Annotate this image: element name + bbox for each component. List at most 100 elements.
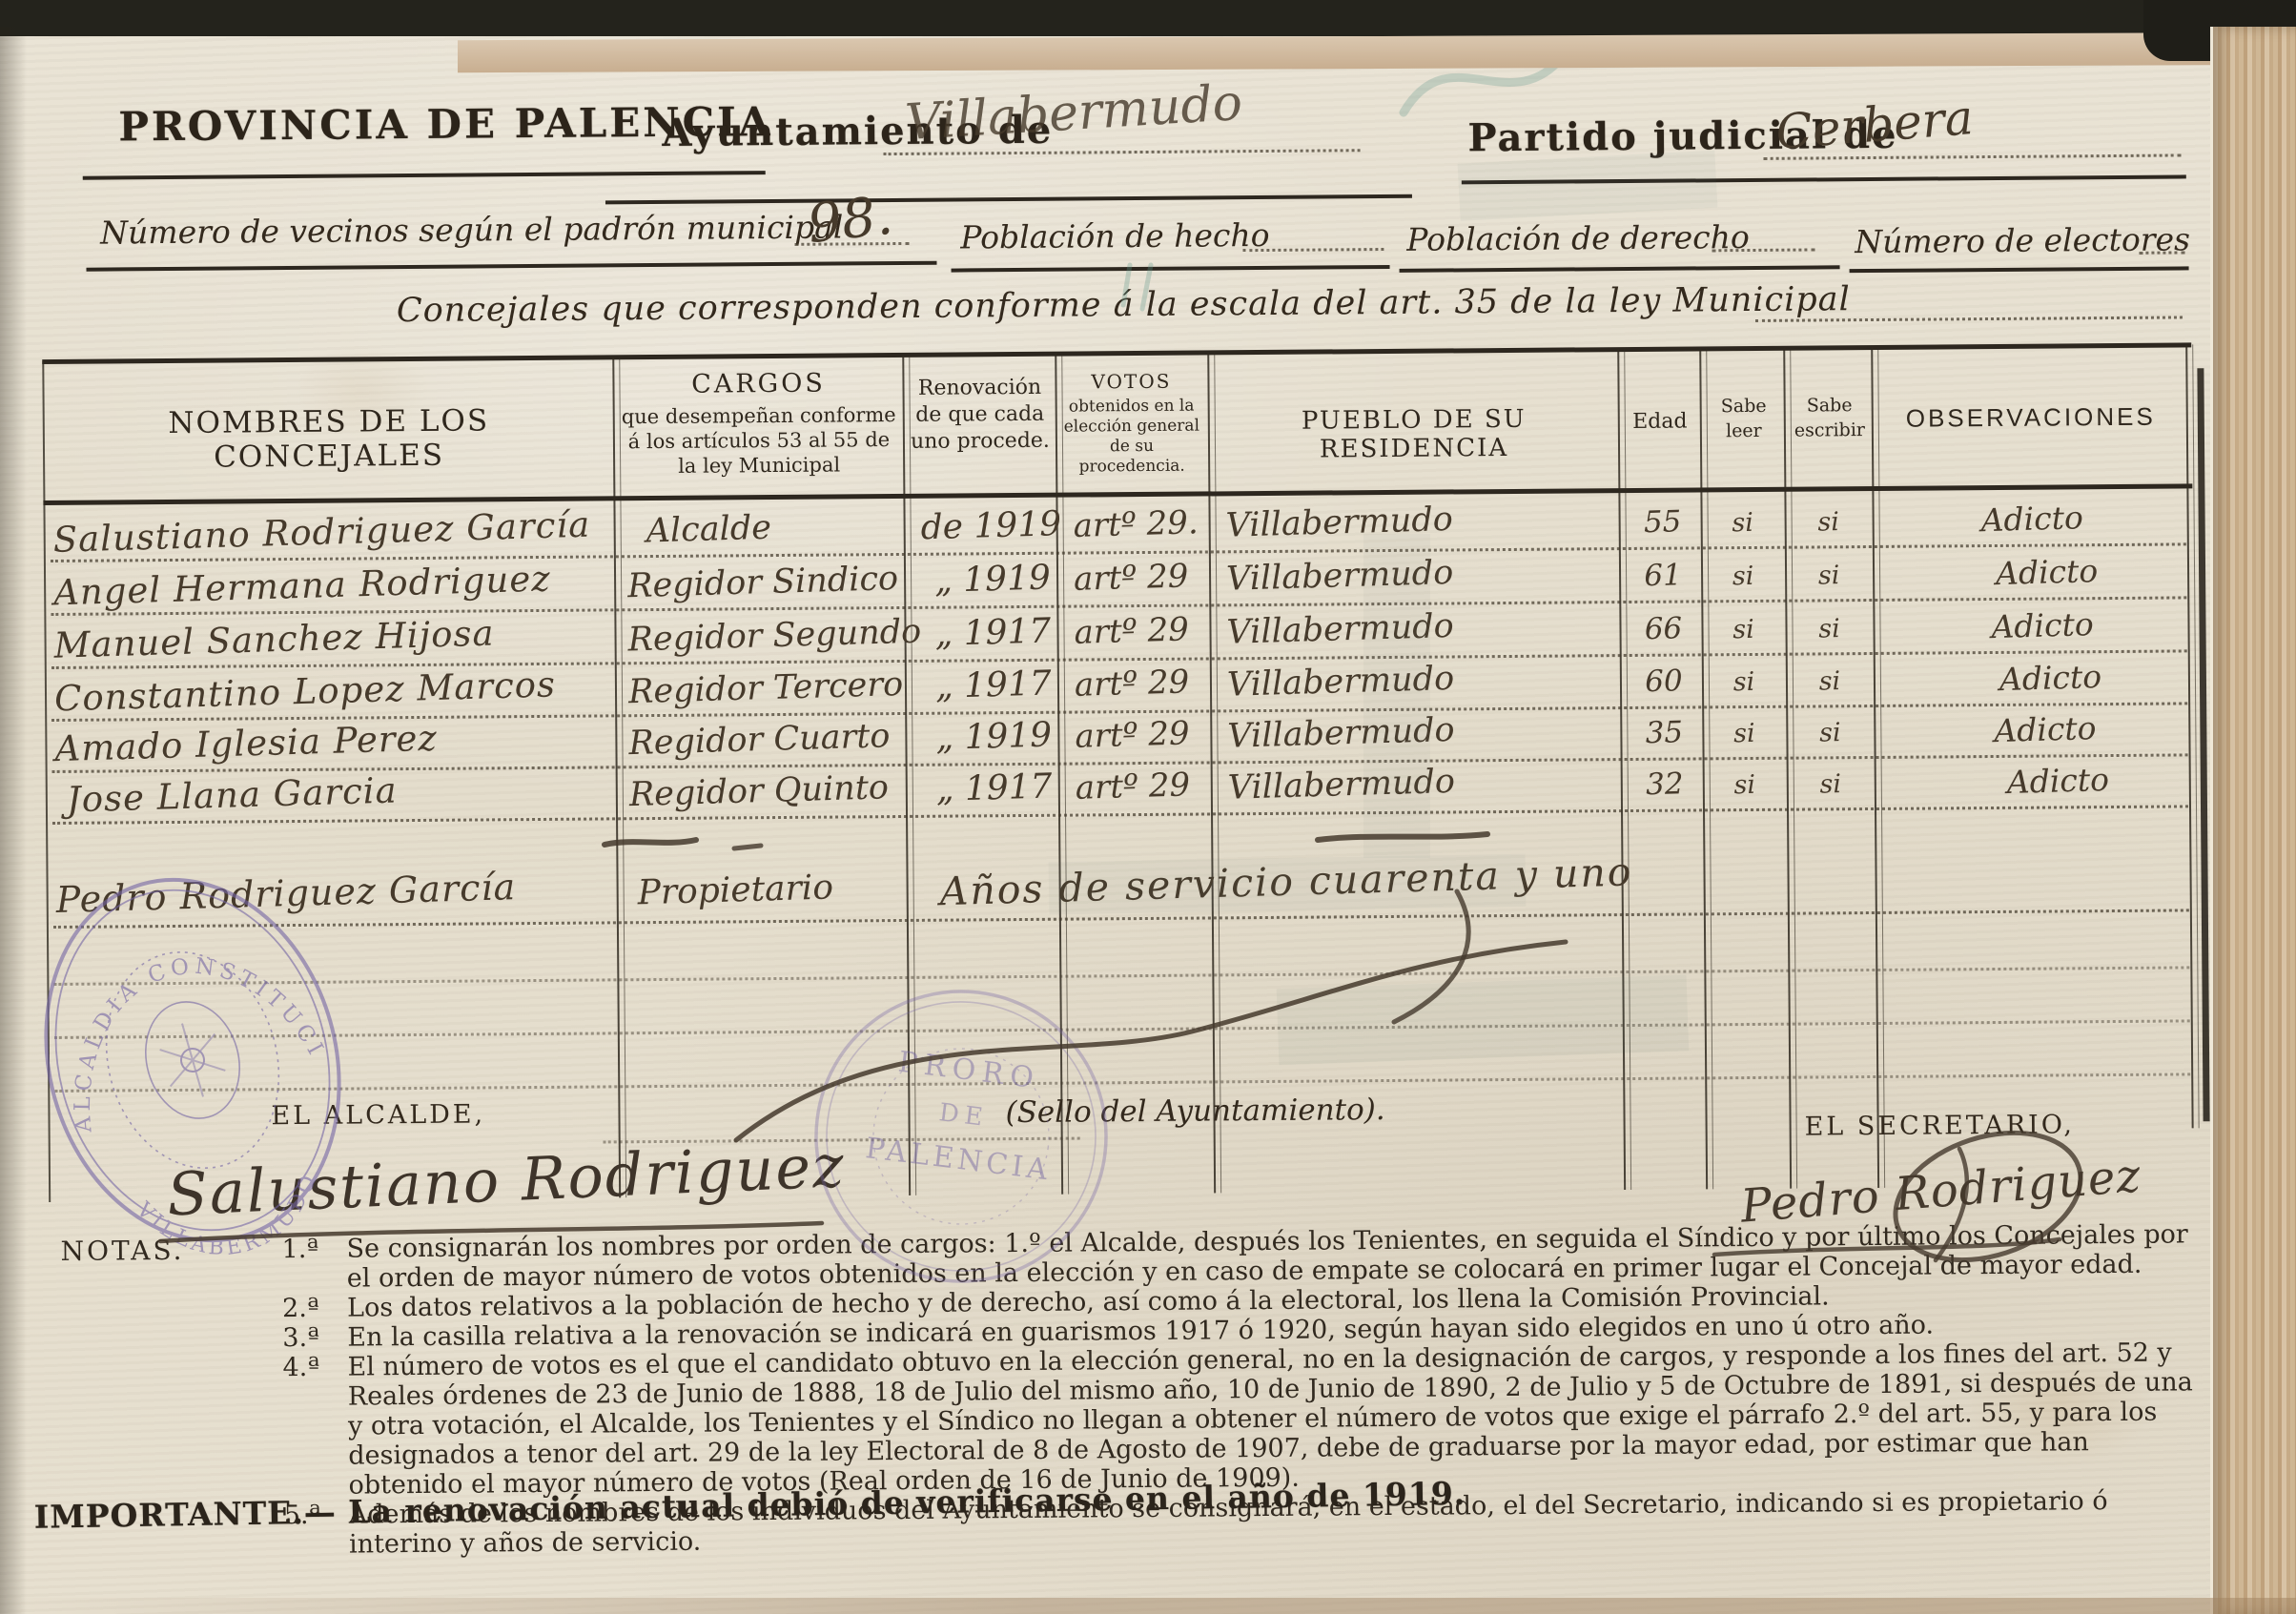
col-header-edad: Edad: [1632, 409, 1688, 434]
row-votos: artº 29: [1073, 610, 1190, 652]
row-edad: 55: [1643, 504, 1682, 541]
row-votos: artº 29: [1073, 557, 1189, 599]
row-votos: artº 29.: [1073, 503, 1199, 545]
row-renovacion: „ 1919: [933, 558, 1052, 601]
row-sabe-leer: si: [1732, 614, 1755, 645]
row-cargo: Regidor Segundo: [627, 612, 922, 660]
row-name: Salustiano Rodriguez García: [52, 503, 591, 561]
importante-label: IMPORTANTE.: [33, 1494, 305, 1536]
note-item: 4.ª El número de votos es el que el cand…: [61, 1338, 2207, 1502]
row-sabe-leer: si: [1731, 507, 1754, 539]
secretary-cargo: Propietario: [637, 868, 834, 913]
derecho-rule: [1399, 265, 1840, 273]
row-cargo: Regidor Quinto: [628, 768, 890, 815]
row-sabe-escribir: si: [1818, 718, 1842, 748]
row-pueblo: Villabermudo: [1227, 762, 1456, 807]
ayuntamiento-value-handwritten: Villabermudo: [903, 73, 1244, 153]
row-cargo: Regidor Cuarto: [627, 717, 891, 764]
row-name: Amado Iglesia Perez: [53, 717, 439, 770]
row-sabe-leer: si: [1733, 769, 1756, 801]
book-binding-top: [0, 0, 2296, 36]
row-sabe-escribir: si: [1817, 614, 1841, 644]
col-header-cargos-sub: que desempeñan conforme á los artículos …: [621, 403, 896, 478]
row-pueblo: Villabermudo: [1226, 710, 1456, 756]
row-edad: 32: [1645, 766, 1685, 803]
row-votos: artº 29: [1074, 663, 1190, 705]
electores-dotted-fill: [2139, 251, 2185, 255]
note-number: 2.ª: [281, 1293, 319, 1324]
poblacion-hecho-label: Población de hecho: [960, 215, 1270, 256]
row-cargo: Alcalde: [646, 508, 772, 551]
row-cargo: Regidor Sindico: [626, 560, 899, 606]
notes-label: NOTAS.: [60, 1234, 185, 1267]
empty-dotted-rule: [53, 966, 2190, 986]
subtitle-line: Concejales que corresponden conforme á l…: [396, 280, 1851, 331]
row-renovacion: „ 1917: [934, 664, 1053, 706]
row-name: Angel Hermana Rodriguez: [52, 558, 552, 614]
table-top-border: [42, 342, 2192, 365]
col-header-pueblo: PUEBLO DE SU RESIDENCIA: [1301, 404, 1527, 464]
note-text: El número de votos es el que el candidat…: [347, 1338, 2193, 1501]
electores-label: Número de electores: [1855, 220, 2191, 261]
row-observaciones: Adicto: [1990, 605, 2095, 646]
row-sabe-leer: si: [1732, 561, 1754, 592]
row-observaciones: Adicto: [1993, 709, 2098, 750]
table-vertical-rule: [1207, 352, 1222, 1194]
table-vertical-rule: [1783, 347, 1798, 1189]
gutter-shadow: [0, 27, 27, 1614]
vecinos-label: Número de vecinos según el padrón munici…: [100, 208, 844, 252]
row-observaciones: Adicto: [1995, 552, 2099, 593]
row-name: Manuel Sanchez Hijosa: [53, 612, 496, 666]
row-sabe-leer: si: [1732, 666, 1755, 698]
row-votos: artº 29: [1074, 714, 1191, 756]
table-header-bottom-rule: [43, 483, 2193, 506]
row-edad: 66: [1644, 611, 1683, 647]
row-observaciones: Adicto: [1980, 499, 2084, 540]
col-header-sabe-leer: Sabe leer: [1720, 395, 1767, 442]
table-vertical-rule: [1871, 346, 1886, 1188]
col-header-renovacion: Renovación de que cada uno procede.: [910, 375, 1050, 454]
seal-caption: (Sello del Ayuntamiento).: [1005, 1093, 1385, 1131]
hecho-dotted-fill: [1242, 248, 1384, 253]
page-edge-bottom: [0, 1598, 2296, 1614]
col-header-votos-sub: obtenidos en la elección general de su p…: [1063, 396, 1200, 477]
alcalde-signature: Salustiano Rodriguez: [165, 1131, 848, 1230]
row-edad: 60: [1644, 664, 1684, 700]
col-header-observaciones: OBSERVACIONES: [1905, 401, 2156, 433]
table-right-heavy-edge: [2197, 368, 2210, 1122]
derecho-dotted-fill: [1712, 248, 1815, 253]
vecinos-value-handwritten: 98.: [804, 184, 896, 256]
row-renovacion: „ 1919: [934, 715, 1053, 758]
row-sabe-escribir: si: [1819, 769, 1842, 800]
row-name: Jose Llana Garcia: [66, 769, 399, 821]
empty-dotted-rule: [53, 1019, 2190, 1039]
row-pueblo: Villabermudo: [1225, 606, 1455, 652]
row-renovacion: „ 1917: [933, 611, 1052, 654]
row-edad: 61: [1643, 558, 1683, 594]
row-pueblo: Villabermudo: [1225, 500, 1454, 545]
row-sabe-escribir: si: [1818, 666, 1841, 697]
row-dotted-rule: [52, 909, 2189, 929]
row-edad: 35: [1645, 715, 1684, 751]
note-number: 3.ª: [282, 1322, 320, 1354]
row-sabe-escribir: si: [1817, 561, 1840, 591]
secretary-name: Pedro Rodriguez García: [55, 866, 517, 922]
row-renovacion: „ 1917: [935, 766, 1054, 809]
province-rule: [82, 171, 766, 180]
ayuntamiento-rule: [605, 194, 1412, 205]
secretario-label: EL SECRETARIO,: [1804, 1110, 2076, 1142]
table-vertical-rule: [612, 357, 627, 1198]
col-header-votos-title: VOTOS: [1091, 369, 1172, 394]
row-sabe-escribir: si: [1816, 507, 1840, 538]
row-renovacion: de 1919: [920, 504, 1062, 548]
note-number: 1.ª: [281, 1234, 319, 1265]
row-name: Constantino Lopez Marcos: [53, 664, 557, 720]
table-vertical-rule: [1617, 349, 1632, 1191]
table-vertical-rule: [1055, 353, 1070, 1195]
table-left-border: [42, 361, 51, 1203]
secretary-service: Años de servicio cuarenta y uno: [939, 848, 1634, 915]
col-header-nombres: NOMBRES DE LOS CONCEJALES: [168, 403, 490, 475]
table-vertical-rule: [902, 354, 917, 1195]
